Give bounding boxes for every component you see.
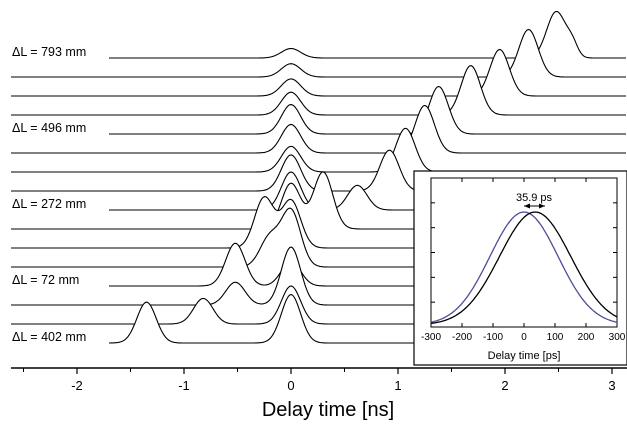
row-label-bg-1 [11,121,109,135]
inset-frame [413,170,627,366]
trace-fill-3 [11,65,627,116]
x-tick-label-1: -1 [178,378,190,393]
inset-x-tick-label-2: -100 [483,332,503,343]
inset-curve-group [430,211,618,325]
x-tick-label-5: 3 [608,378,615,393]
x-axis-tick-labels: -2 -1 0 1 2 3 [71,378,615,393]
row-label-bg-2 [11,197,109,211]
x-tick-label-3: 1 [394,378,401,393]
row-label-group: ΔL = 793 mm ΔL = 496 mm ΔL = 272 mm ΔL = 72… [11,45,109,344]
row-label-0: ΔL = 793 mm [12,45,86,59]
trace-line-1 [11,28,626,78]
inset-x-tick-labels: -300 -200 -100 0 100 200 300 [421,332,626,343]
inset-x-tick-label-5: 200 [578,332,595,343]
inset-series-0 [430,211,618,323]
inset-x-tick-label-4: 100 [547,332,564,343]
inset-y-ticks [431,177,617,328]
x-tick-label-4: 2 [501,378,508,393]
inset-annotation: 35.9 ps [516,192,553,204]
trace-fill-0 [11,11,627,59]
inset-x-tick-label-6: 300 [609,332,626,343]
trace-line-4 [11,85,626,135]
inset-x-tick-label-0: -300 [421,332,441,343]
inset-x-tick-label-3: 0 [521,332,527,343]
trace-line-3 [11,65,626,116]
x-tick-label-0: -2 [71,378,83,393]
inset-fwhm-arrow [524,203,545,209]
trace-line-2 [11,48,626,97]
inset-x-tick-label-1: -200 [452,332,472,343]
row-label-bg-0 [11,45,109,59]
trace-fill-2 [11,49,627,97]
row-label-bg-3 [11,273,109,287]
inset-series-1 [430,211,618,325]
row-label-3: ΔL = 72 mm [12,273,79,287]
x-axis-title: Delay time [ns] [262,399,394,421]
inset-x-ticks [430,178,618,327]
row-label-4: ΔL = 402 mm [12,330,86,344]
row-label-bg-4 [11,330,109,344]
x-axis-ticks [23,368,613,374]
row-label-2: ΔL = 272 mm [12,197,86,211]
x-tick-label-2: 0 [287,378,294,393]
trace-line-5 [11,104,626,154]
trace-fill-9 [11,171,627,230]
inset-chart: -300 -200 -100 0 100 200 300 35.9 ps Delay tim… [413,170,627,366]
inset-x-axis-title: Delay time [ps] [488,350,561,362]
row-label-1: ΔL = 496 mm [12,121,86,135]
